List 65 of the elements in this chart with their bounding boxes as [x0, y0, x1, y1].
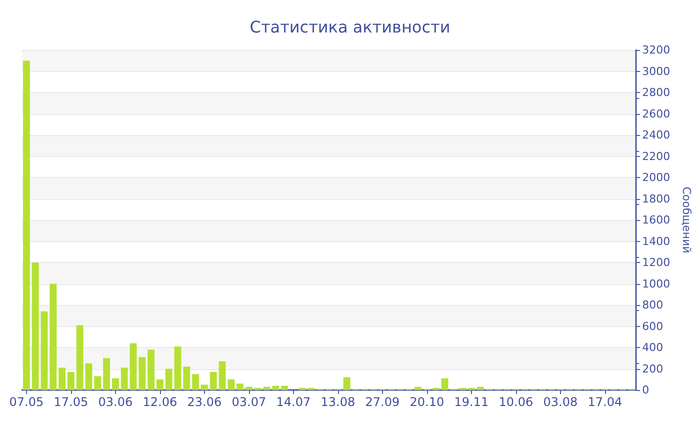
y-tick-label: 1400 [642, 234, 670, 248]
y-tick-label: 2800 [642, 86, 670, 99]
bar [210, 372, 217, 390]
x-tick-label: 19.11 [454, 395, 489, 409]
x-tick-label: 07.05 [9, 395, 44, 409]
bar [76, 325, 84, 390]
bar [441, 378, 448, 390]
y-tick-label: 1600 [642, 214, 670, 226]
x-tick-label: 14.07 [276, 395, 311, 409]
bar [67, 372, 74, 390]
bar [40, 311, 48, 390]
chart-title: Статистика активности [250, 18, 450, 36]
y-tick-label: 1200 [642, 256, 670, 269]
bar [156, 379, 164, 390]
y-tick-label: 3000 [642, 64, 670, 78]
x-tick-label: 23.06 [187, 395, 222, 409]
x-tick-label: 12.06 [142, 395, 178, 409]
bar [192, 374, 200, 390]
y-tick-label: 200 [642, 362, 664, 376]
x-tick-label: 10.06 [498, 395, 534, 409]
bar [174, 346, 182, 390]
x-tick-label: 20.10 [410, 395, 444, 409]
y-tick-label: 400 [642, 341, 664, 354]
bar [112, 378, 119, 390]
y-tick-label: 3200 [642, 44, 670, 56]
bar [94, 376, 102, 390]
bar [50, 284, 57, 390]
bar [183, 366, 190, 390]
bar [200, 384, 208, 390]
bar [120, 368, 128, 390]
y-tick-label: 2400 [642, 128, 670, 142]
x-tick-label: 03.06 [98, 395, 133, 409]
bar [218, 361, 226, 390]
bar [130, 343, 137, 390]
bar [245, 386, 252, 390]
y-tick-label: 1000 [642, 277, 670, 290]
bar [148, 350, 155, 390]
y-tick-label: 2600 [642, 107, 670, 120]
y-axis-title: Сообщений [680, 186, 693, 254]
x-tick-label: 13.08 [320, 395, 356, 409]
x-tick-label: 03.07 [232, 395, 266, 409]
bar [138, 357, 146, 390]
bar [32, 262, 39, 390]
y-tick-label: 600 [642, 320, 664, 333]
x-tick-label: 17.05 [54, 395, 88, 409]
x-tick-label: 27.09 [365, 395, 400, 409]
bar [103, 358, 110, 390]
bar [85, 363, 92, 390]
bar [236, 384, 244, 390]
bar [476, 386, 484, 390]
bar [281, 386, 288, 390]
bar [414, 386, 422, 390]
y-tick-label: 2000 [642, 171, 670, 184]
bar [228, 379, 235, 390]
y-tick-label: 1800 [642, 192, 670, 206]
bar [343, 377, 350, 390]
y-tick-label: 0 [642, 384, 650, 396]
bar [58, 368, 66, 390]
x-tick-label: 17.04 [588, 395, 622, 409]
y-tick-label: 2200 [642, 150, 670, 163]
y-tick-label: 800 [642, 298, 664, 312]
x-tick-label: 03.08 [543, 395, 578, 409]
bar [165, 368, 172, 390]
bar [272, 386, 280, 390]
bar [22, 60, 30, 390]
